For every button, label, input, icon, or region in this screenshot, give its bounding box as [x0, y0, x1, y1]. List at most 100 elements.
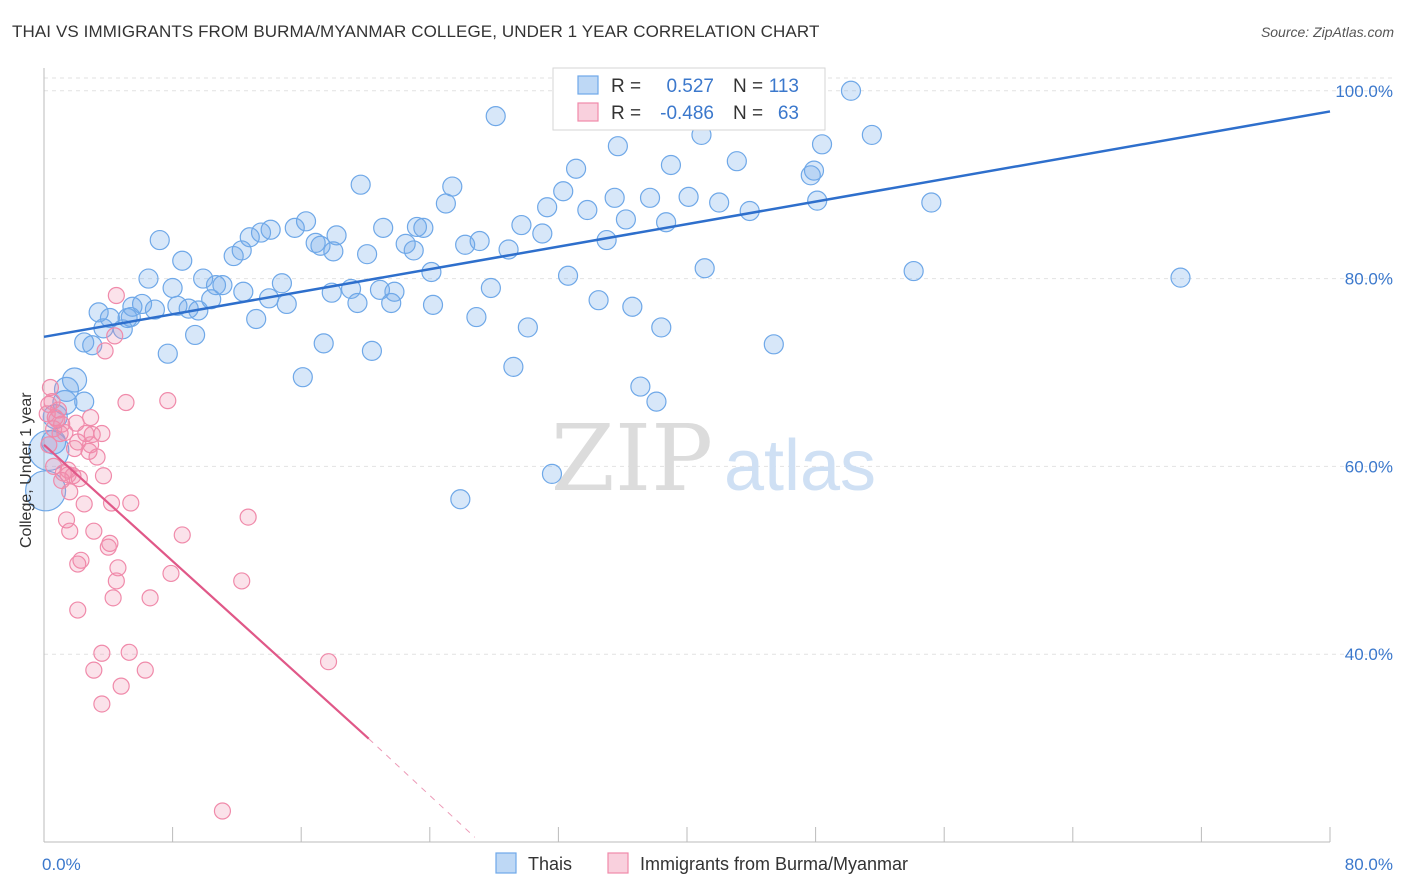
burma-point [61, 522, 79, 540]
legend-swatch-thais[interactable] [495, 852, 517, 874]
burma-point [112, 677, 130, 695]
burma-point [40, 436, 58, 454]
legend-n-label: N = [733, 103, 763, 124]
burma-point [162, 564, 180, 583]
burma-point [75, 495, 93, 513]
burma-point [93, 695, 111, 713]
thais-point [553, 181, 574, 202]
thais-point [588, 290, 609, 311]
legend-r-value: -0.486 [660, 103, 714, 124]
burma-point [102, 494, 121, 512]
thais-point [469, 230, 490, 252]
thais-point [811, 134, 833, 155]
thais-point [726, 151, 747, 172]
y-tick-label: 60.0% [1345, 457, 1393, 476]
burma-point [141, 589, 159, 607]
thais-point [422, 294, 444, 315]
watermark-zip: ZIP [551, 405, 713, 512]
thais-point [246, 308, 267, 330]
axes [43, 68, 1331, 843]
thais-point [622, 296, 643, 317]
burma-point [93, 644, 111, 662]
thais-point [403, 240, 424, 261]
thais-point [557, 265, 579, 286]
thais-point [61, 367, 88, 393]
burma-trend-extension [368, 738, 476, 838]
burma-point [59, 461, 77, 479]
x-tick-label-min: 0.0% [42, 855, 81, 874]
burma-point [233, 572, 251, 590]
thais-point [239, 227, 260, 248]
thais-point [604, 187, 625, 208]
burma-point [96, 342, 114, 360]
thais-point [541, 463, 563, 485]
thais-point [480, 277, 501, 299]
thais-point [369, 279, 391, 300]
burma-point [117, 393, 135, 412]
burma-point [94, 467, 113, 485]
legend-swatch [577, 75, 599, 95]
legend-n-label: N = [733, 76, 763, 97]
burma-point [93, 424, 111, 443]
x-tick-label-max: 80.0% [1345, 855, 1393, 874]
thais-point [511, 214, 532, 236]
legend-swatch-burma[interactable] [607, 852, 629, 874]
y-tick-label: 100.0% [1335, 82, 1393, 101]
thais-point [607, 136, 628, 157]
burma-point [104, 589, 122, 607]
y-tick-label: 80.0% [1345, 270, 1393, 289]
trend-lines [43, 110, 1331, 838]
thais-point [639, 187, 661, 208]
legend-label-burma[interactable]: Immigrants from Burma/Myanmar [640, 854, 908, 874]
thais-point [88, 302, 109, 323]
legend-r-value: 0.527 [666, 76, 714, 97]
burma-point [107, 572, 125, 590]
thais-trend-line [43, 110, 1331, 339]
thais-point [646, 391, 667, 412]
legend-swatch [577, 102, 599, 122]
thais-point [903, 260, 924, 282]
thais-point [284, 217, 305, 238]
source-label: Source: ZipAtlas.com [1260, 24, 1394, 40]
thais-point [517, 317, 538, 338]
thais-point [861, 124, 882, 146]
watermark-atlas: atlas [724, 426, 876, 506]
thais-point [131, 293, 153, 315]
burma-point [85, 522, 103, 540]
burma-point [319, 653, 338, 671]
thais-point [233, 281, 254, 302]
thais-point [271, 273, 293, 294]
thais-point [921, 192, 942, 213]
thais-point [357, 244, 378, 265]
thais-point [172, 250, 193, 271]
thais-point [347, 292, 368, 314]
thais-point [74, 391, 95, 412]
thais-point [678, 186, 699, 207]
burma-point [239, 508, 257, 526]
legend-label-thais[interactable]: Thais [528, 854, 572, 874]
legend-n-value: 63 [778, 103, 799, 124]
thais-point [323, 241, 344, 262]
burma-trend-line [43, 443, 370, 740]
burma-points [38, 286, 338, 820]
thais-point [565, 158, 587, 179]
y-axis-label: College, Under 1 year [18, 392, 35, 548]
legend-r-label: R = [611, 103, 641, 124]
thais-point [450, 489, 471, 510]
burma-point [159, 392, 177, 410]
thais-point [350, 174, 371, 195]
thais-point [694, 258, 715, 279]
burma-point [136, 661, 154, 679]
thais-point [615, 209, 637, 230]
thais-point [326, 225, 347, 246]
thais-point [373, 217, 394, 238]
y-tick-label: 40.0% [1345, 645, 1393, 664]
thais-point [406, 216, 428, 238]
thais-point [421, 261, 442, 283]
burma-point [107, 286, 125, 305]
thais-point [630, 376, 651, 397]
thais-point [361, 340, 383, 361]
burma-point [49, 401, 68, 419]
burma-point [106, 327, 124, 345]
thais-point [651, 317, 672, 338]
